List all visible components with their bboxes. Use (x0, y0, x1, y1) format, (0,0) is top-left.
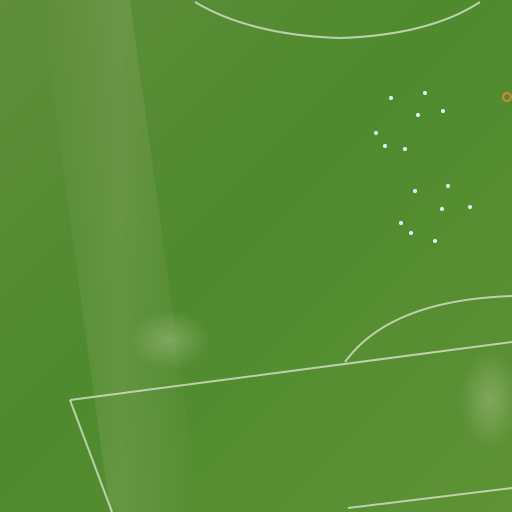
worn-strip (40, 0, 200, 512)
player (383, 144, 387, 148)
player (374, 131, 378, 135)
player (433, 239, 437, 243)
player (413, 189, 417, 193)
worn-patch (460, 350, 512, 450)
field-lines (69, 1, 512, 512)
goal-area-line (347, 487, 512, 509)
penalty-box-side (69, 399, 113, 512)
players (374, 91, 472, 243)
marker (502, 92, 512, 102)
center-circle (194, 1, 481, 40)
worn-patch (130, 310, 210, 370)
player (409, 231, 413, 235)
player (416, 113, 420, 117)
player (440, 207, 444, 211)
penalty-box-line (69, 341, 512, 401)
player (399, 221, 403, 225)
player (446, 184, 450, 188)
player (468, 205, 472, 209)
player (441, 109, 445, 113)
player (423, 91, 427, 95)
penalty-arc (344, 295, 512, 363)
player (403, 147, 407, 151)
player (389, 96, 393, 100)
